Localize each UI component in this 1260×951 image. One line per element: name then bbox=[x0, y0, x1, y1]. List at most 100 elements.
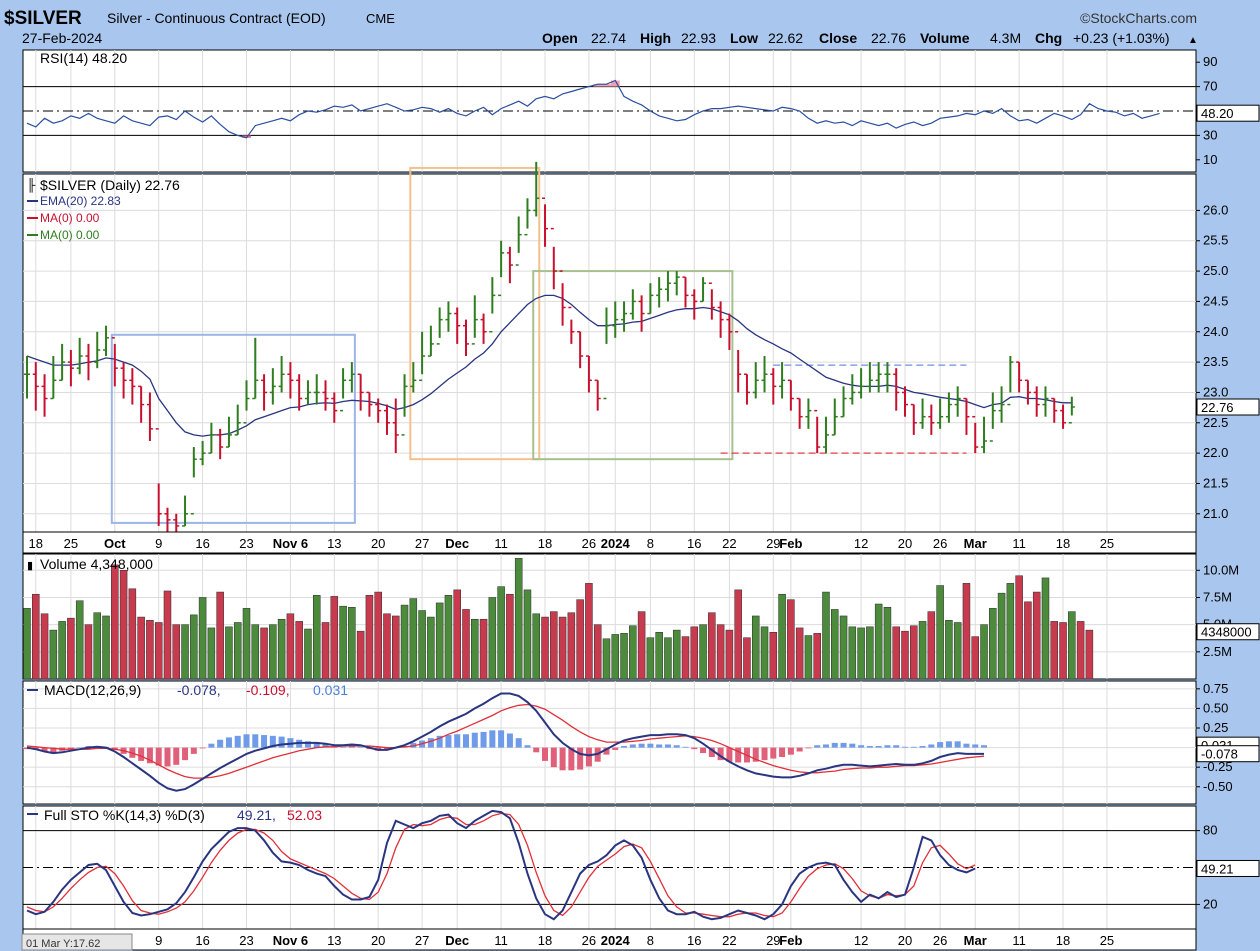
price-panel bbox=[22, 173, 1197, 533]
close-value: 22.76 bbox=[871, 30, 906, 46]
macd-histogram-bar bbox=[954, 741, 961, 748]
volume-bar bbox=[883, 607, 892, 680]
macd-histogram-bar bbox=[67, 747, 74, 750]
indicator-legend: MA(0) 0.00 bbox=[40, 228, 100, 242]
volume-label: Volume bbox=[920, 30, 970, 46]
macd-histogram-bar bbox=[146, 747, 153, 764]
symbol-title: $SILVER bbox=[4, 8, 82, 29]
volume-bar bbox=[506, 593, 514, 680]
volume-bar bbox=[321, 622, 330, 680]
macd-histogram-bar bbox=[945, 741, 952, 748]
date-axis bbox=[22, 531, 1197, 554]
date-tick-label: 18 bbox=[29, 536, 43, 551]
annotation-box bbox=[532, 270, 734, 461]
volume-bar bbox=[655, 632, 663, 680]
macd-value-tag: -0.078 bbox=[1201, 747, 1238, 762]
date-tick-label: 8 bbox=[647, 536, 654, 551]
macd-histogram-bar bbox=[875, 746, 882, 748]
open-label: Open bbox=[542, 30, 578, 46]
macd-histogram-bar bbox=[506, 733, 513, 748]
macd-histogram-bar bbox=[454, 734, 461, 748]
macd-histogram-bar bbox=[849, 743, 856, 748]
macd-histogram-bar bbox=[190, 747, 197, 754]
volume-bar bbox=[664, 637, 672, 680]
macd-histogram-bar bbox=[805, 747, 812, 749]
macd-histogram-bar bbox=[182, 747, 189, 761]
sto-legend-d: 52.03 bbox=[287, 807, 322, 823]
macd-histogram-bar bbox=[638, 743, 645, 748]
volume-bar bbox=[751, 615, 760, 680]
volume-bar bbox=[374, 591, 382, 680]
volume-bar bbox=[734, 589, 742, 680]
sto-value-tag-box bbox=[1196, 859, 1260, 877]
date-tick-label: 11 bbox=[494, 536, 508, 551]
volume-bar bbox=[453, 589, 461, 680]
volume-bar bbox=[488, 597, 497, 680]
volume-bar bbox=[646, 637, 655, 680]
macd-histogram-bar bbox=[436, 735, 443, 748]
sto-d-line bbox=[26, 812, 976, 918]
macd-histogram-bar bbox=[972, 744, 979, 748]
volume-bar bbox=[75, 600, 84, 680]
volume-bar bbox=[462, 609, 470, 680]
date-tick-label: Mar bbox=[964, 536, 987, 551]
volume-bar bbox=[637, 611, 646, 680]
bottom-date-tick-label: 8 bbox=[647, 933, 654, 948]
macd-histogram-bar bbox=[673, 745, 680, 748]
date-tick-label: 16 bbox=[687, 536, 701, 551]
macd-histogram-bar bbox=[348, 746, 355, 748]
macd-histogram-bar bbox=[225, 737, 232, 748]
volume-bar bbox=[567, 612, 576, 680]
macd-histogram-bar bbox=[471, 732, 478, 748]
macd-histogram-bar bbox=[234, 735, 241, 748]
volume-bar bbox=[839, 615, 848, 680]
sto-tick-label: 20 bbox=[1203, 896, 1217, 911]
bottom-date-tick-label: 20 bbox=[898, 933, 912, 948]
chart-date: 27-Feb-2024 bbox=[22, 30, 102, 46]
date-tick-label: 27 bbox=[415, 536, 429, 551]
volume-bar bbox=[760, 626, 769, 680]
volume-bar bbox=[997, 592, 1006, 680]
macd-histogram-bar bbox=[550, 747, 557, 768]
macd-histogram-bar bbox=[577, 747, 584, 770]
volume-bar bbox=[119, 570, 128, 680]
volume-bar bbox=[400, 604, 409, 680]
date-tick-label: 26 bbox=[582, 536, 596, 551]
volume-bar bbox=[1024, 601, 1032, 680]
macd-histogram-bar bbox=[981, 745, 988, 748]
sto-k-line bbox=[26, 809, 976, 921]
macd-line bbox=[26, 692, 984, 792]
macd-histogram-bar bbox=[919, 746, 926, 748]
source-credit[interactable]: ©StockCharts.com bbox=[1080, 10, 1197, 26]
open-value: 22.74 bbox=[591, 30, 626, 46]
volume-bar bbox=[233, 622, 242, 680]
volume-bar bbox=[356, 630, 365, 680]
macd-histogram-bar bbox=[243, 734, 250, 748]
macd-histogram-bar bbox=[515, 738, 522, 748]
price-tick-label: 25.0 bbox=[1203, 263, 1228, 278]
volume-value: 4.3M bbox=[990, 30, 1021, 46]
volume-bar bbox=[286, 613, 295, 680]
chg-label: Chg bbox=[1035, 30, 1062, 46]
volume-bar bbox=[295, 621, 303, 680]
rsi-tick-label: 70 bbox=[1203, 79, 1217, 94]
macd-histogram-bar bbox=[322, 744, 329, 748]
volume-bar bbox=[743, 637, 751, 680]
macd-histogram-bar bbox=[463, 734, 469, 748]
volume-bar bbox=[795, 627, 804, 680]
volume-bar bbox=[523, 589, 532, 680]
annotation-box bbox=[110, 333, 356, 524]
sto-legend: Full STO %K(14,3) %D(3) bbox=[44, 807, 205, 823]
bottom-date-tick-label: Mar bbox=[964, 933, 987, 948]
macd-histogram-bar bbox=[866, 746, 873, 748]
volume-bar bbox=[93, 612, 101, 680]
volume-bar bbox=[330, 596, 339, 680]
macd-tick-label: -0.50 bbox=[1203, 779, 1233, 794]
price-value-tag: 22.76 bbox=[1201, 400, 1234, 415]
volume-bar bbox=[874, 603, 883, 680]
macd-histogram-bar bbox=[410, 742, 417, 748]
date-tick-label: 18 bbox=[1056, 536, 1070, 551]
volume-bar bbox=[725, 629, 734, 680]
volume-bar bbox=[172, 624, 181, 680]
ohlc-summary: Open 22.74 High 22.93 Low 22.62 Close 22… bbox=[542, 30, 1198, 46]
